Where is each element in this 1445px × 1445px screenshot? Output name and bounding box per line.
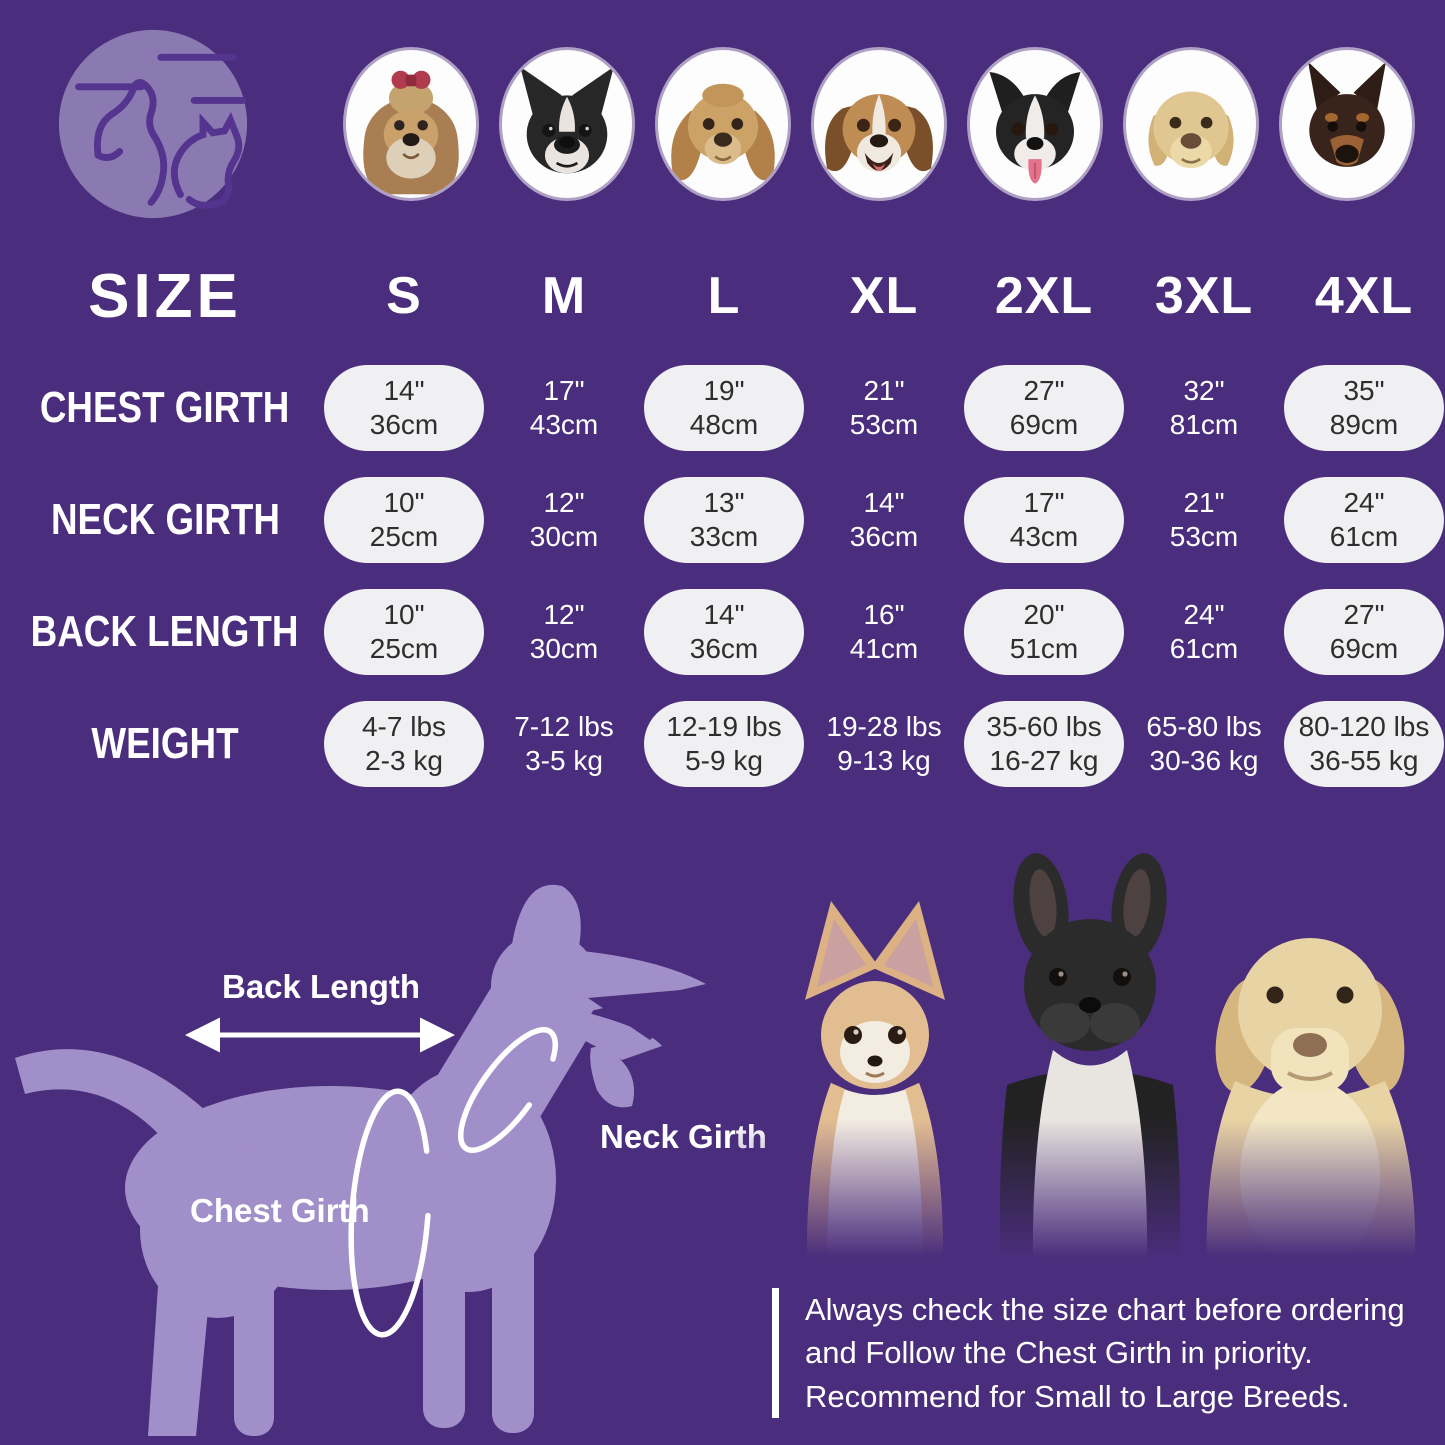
- breed-avatar-cocker-spaniel: [658, 50, 788, 198]
- note-line-1: Always check the size chart before order…: [805, 1292, 1405, 1327]
- measuring-diagram: [0, 858, 770, 1445]
- size-cell: 14" 36cm: [849, 486, 919, 552]
- size-table-corner-label: SIZE: [88, 261, 242, 331]
- size-cell: 27" 69cm: [1284, 589, 1444, 675]
- size-header-s: S: [386, 267, 422, 325]
- size-cell: 19-28 lbs 9-13 kg: [826, 710, 942, 776]
- size-cell: 10" 25cm: [324, 589, 484, 675]
- size-cell: 32" 81cm: [1169, 374, 1239, 440]
- breed-avatar-doberman: [1282, 50, 1412, 198]
- size-header-l: L: [707, 267, 741, 325]
- size-cell: 17" 43cm: [964, 477, 1124, 563]
- breed-avatar-labrador: [1126, 50, 1256, 198]
- back-length-label: Back Length: [222, 968, 421, 1005]
- size-cell: 12-19 lbs 5-9 kg: [644, 701, 804, 787]
- size-header-xl: XL: [849, 267, 919, 325]
- size-header-4xl: 4XL: [1314, 267, 1414, 325]
- size-cell: 7-12 lbs 3-5 kg: [514, 710, 614, 776]
- size-cell: 12" 30cm: [529, 598, 599, 664]
- size-cell: 24" 61cm: [1284, 477, 1444, 563]
- size-cell: 10" 25cm: [324, 477, 484, 563]
- breed-avatar-row: [346, 50, 1412, 198]
- size-cell: 13" 33cm: [644, 477, 804, 563]
- size-cell: 17" 43cm: [529, 374, 599, 440]
- photo-fade-overlay: [735, 1120, 1445, 1276]
- size-cell: 35" 89cm: [1284, 365, 1444, 451]
- row-label-chest-girth: CHEST GIRTH: [40, 383, 290, 432]
- size-cell: 4-7 lbs 2-3 kg: [324, 701, 484, 787]
- size-cell: 21" 53cm: [1169, 486, 1239, 552]
- note-line-2: and Follow the Chest Girth in priority.: [805, 1335, 1313, 1371]
- breed-avatar-shih-tzu: [346, 50, 476, 198]
- size-cell: 24" 61cm: [1169, 598, 1239, 664]
- size-header-m: M: [541, 267, 587, 325]
- sizing-note: Always check the size chart before order…: [772, 1288, 1445, 1419]
- breed-avatar-border-collie: [970, 50, 1100, 198]
- size-cell: 14" 36cm: [644, 589, 804, 675]
- size-table: SIZE S M L XL 2XL 3XL 4XL CHEST GIRTH 14…: [6, 240, 1444, 800]
- note-line-3: Recommend for Small to Large Breeds.: [805, 1378, 1350, 1414]
- size-cell: 12" 30cm: [529, 486, 599, 552]
- row-label-back-length: BACK LENGTH: [31, 607, 299, 656]
- size-cell: 27" 69cm: [964, 365, 1124, 451]
- row-label-weight: WEIGHT: [91, 719, 239, 768]
- size-cell: 20" 51cm: [964, 589, 1124, 675]
- dog-cat-logo-icon: [55, 26, 251, 222]
- row-label-neck-girth: NECK GIRTH: [50, 495, 280, 544]
- size-header-2xl: 2XL: [994, 267, 1094, 325]
- size-cell: 35-60 lbs 16-27 kg: [964, 701, 1124, 787]
- chest-girth-label: Chest Girth: [190, 1192, 370, 1229]
- size-header-3xl: 3XL: [1154, 267, 1254, 325]
- size-cell: 21" 53cm: [849, 374, 919, 440]
- size-cell: 19" 48cm: [644, 365, 804, 451]
- breed-avatar-beagle: [814, 50, 944, 198]
- breed-avatar-boston-terrier: [502, 50, 632, 198]
- size-cell: 65-80 lbs 30-36 kg: [1146, 710, 1262, 776]
- size-cell: 16" 41cm: [849, 598, 919, 664]
- size-cell: 14" 36cm: [324, 365, 484, 451]
- size-cell: 80-120 lbs 36-55 kg: [1284, 701, 1444, 787]
